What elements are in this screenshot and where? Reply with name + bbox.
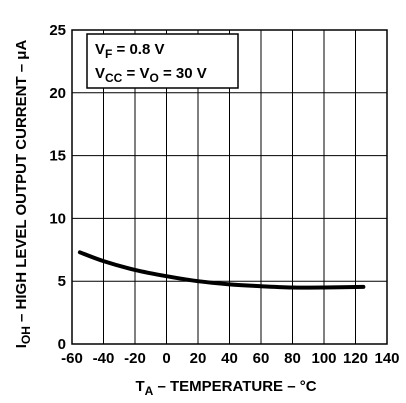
x-tick-label: -60 bbox=[61, 350, 83, 367]
x-tick-label: 20 bbox=[190, 350, 207, 367]
conditions-box-frame bbox=[86, 33, 239, 89]
y-tick-label: 25 bbox=[49, 22, 66, 39]
y-tick-labels: 0 5 10 15 20 25 bbox=[49, 22, 66, 353]
x-axis-title: TA – TEMPERATURE – °C bbox=[135, 378, 316, 398]
x-tick-label: -40 bbox=[93, 350, 115, 367]
y-tick-label: 0 bbox=[58, 336, 66, 353]
x-tick-label: 100 bbox=[311, 350, 336, 367]
x-tick-label: -20 bbox=[124, 350, 146, 367]
y-axis-title: IOH – HIGH LEVEL OUTPUT CURRENT – μA bbox=[13, 40, 33, 349]
x-tick-labels: -60 -40 -20 0 20 40 60 80 100 120 140 bbox=[61, 350, 399, 367]
y-tick-label: 20 bbox=[49, 85, 66, 102]
conditions-box: VF = 0.8 V VCC = VO = 30 V bbox=[86, 33, 239, 89]
x-tick-label: 120 bbox=[343, 350, 368, 367]
condition-vf: VF = 0.8 V bbox=[95, 41, 164, 61]
x-tick-label: 40 bbox=[221, 350, 238, 367]
y-tick-label: 15 bbox=[49, 148, 66, 165]
condition-vcc-vo: VCC = VO = 30 V bbox=[95, 65, 207, 85]
plot-frame bbox=[71, 29, 388, 345]
x-tick-label: 60 bbox=[253, 350, 270, 367]
y-tick-label: 10 bbox=[49, 210, 66, 227]
series-line bbox=[77, 250, 366, 290]
x-tick-label: 140 bbox=[374, 350, 399, 367]
y-tick-label: 5 bbox=[58, 273, 66, 290]
x-tick-label: 80 bbox=[284, 350, 301, 367]
x-tick-label: 0 bbox=[162, 350, 170, 367]
